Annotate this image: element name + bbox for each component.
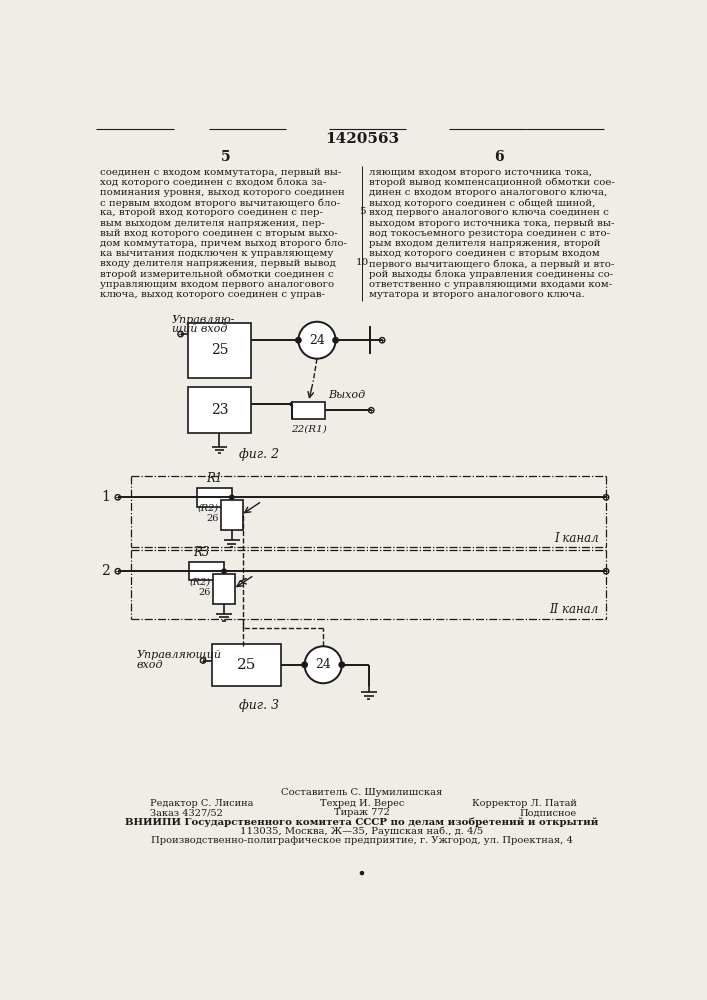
Text: вход: вход — [136, 660, 163, 670]
Text: 25: 25 — [211, 343, 228, 357]
Bar — [187, 323, 251, 378]
Text: 1420563: 1420563 — [325, 132, 399, 146]
Text: выход которого соединен с общей шиной,: выход которого соединен с общей шиной, — [369, 198, 595, 208]
Circle shape — [302, 662, 308, 667]
Text: поминания уровня, выход которого соединен: поминания уровня, выход которого соедине… — [100, 188, 345, 197]
Bar — [292, 402, 325, 419]
Text: вход первого аналогового ключа соединен с: вход первого аналогового ключа соединен … — [369, 208, 609, 217]
Text: R1: R1 — [206, 472, 223, 485]
Text: 23: 23 — [211, 403, 228, 417]
Text: соединен с входом коммутатора, первый вы-: соединен с входом коммутатора, первый вы… — [100, 168, 341, 177]
Text: рым входом делителя напряжения, второй: рым входом делителя напряжения, второй — [369, 239, 600, 248]
Text: II канал: II канал — [549, 603, 598, 616]
Circle shape — [115, 495, 120, 500]
Text: 113035, Москва, Ж—35, Раушская наб., д. 4/5: 113035, Москва, Ж—35, Раушская наб., д. … — [240, 827, 484, 836]
Text: R3: R3 — [193, 546, 209, 559]
Text: второй вывод компенсационной обмотки сое-: второй вывод компенсационной обмотки сое… — [369, 178, 615, 187]
Text: Тираж 772: Тираж 772 — [334, 808, 390, 817]
Text: Корректор Л. Патай: Корректор Л. Патай — [472, 799, 577, 808]
Text: ка, второй вход которого соединен с пер-: ка, второй вход которого соединен с пер- — [100, 208, 323, 217]
Text: щий вход: щий вход — [172, 324, 228, 334]
Text: выходом второго источника тока, первый вы-: выходом второго источника тока, первый в… — [369, 219, 614, 228]
Text: Редактор С. Лисина: Редактор С. Лисина — [151, 799, 254, 808]
Text: вый вход которого соединен с вторым выхо-: вый вход которого соединен с вторым выхо… — [100, 229, 338, 238]
Bar — [212, 644, 281, 686]
Text: Управляю-: Управляю- — [172, 315, 235, 325]
Circle shape — [115, 569, 120, 574]
Circle shape — [178, 331, 183, 337]
Text: 24: 24 — [309, 334, 325, 347]
Text: I канал: I канал — [554, 532, 598, 545]
Circle shape — [361, 872, 363, 875]
Text: вым выходом делителя напряжения, пер-: вым выходом делителя напряжения, пер- — [100, 219, 325, 228]
Text: Составитель С. Шумилишская: Составитель С. Шумилишская — [281, 788, 443, 797]
Circle shape — [333, 338, 339, 343]
Text: Управляющий: Управляющий — [136, 650, 221, 660]
Circle shape — [368, 408, 374, 413]
Text: ключа, выход которого соединен с управ-: ключа, выход которого соединен с управ- — [100, 290, 325, 299]
Bar — [187, 387, 251, 433]
Bar — [221, 500, 243, 530]
Circle shape — [380, 338, 385, 343]
Text: 25: 25 — [237, 658, 256, 672]
Circle shape — [296, 338, 301, 343]
Bar — [189, 562, 224, 580]
Text: 5: 5 — [221, 150, 230, 164]
Text: ответственно с управляющими входами ком-: ответственно с управляющими входами ком- — [369, 280, 612, 289]
Text: Подписное: Подписное — [520, 808, 577, 817]
Text: выход которого соединен с вторым входом: выход которого соединен с вторым входом — [369, 249, 600, 258]
Circle shape — [603, 495, 609, 500]
Text: Выход: Выход — [329, 390, 366, 400]
Text: с первым входом второго вычитающего бло-: с первым входом второго вычитающего бло- — [100, 198, 340, 208]
Text: рой выходы блока управления соединены со-: рой выходы блока управления соединены со… — [369, 269, 613, 279]
Text: Техред И. Верес: Техред И. Верес — [320, 799, 404, 808]
Text: (R2): (R2) — [189, 578, 211, 586]
Text: вод токосъемного резистора соединен с вто-: вод токосъемного резистора соединен с вт… — [369, 229, 610, 238]
Text: 24: 24 — [315, 658, 331, 671]
Text: 2: 2 — [101, 564, 110, 578]
Text: управляющим входом первого аналогового: управляющим входом первого аналогового — [100, 280, 334, 289]
Text: Заказ 4327/52: Заказ 4327/52 — [151, 808, 223, 817]
Circle shape — [200, 658, 206, 663]
Text: фиг. 2: фиг. 2 — [239, 448, 279, 461]
Text: ляющим входом второго источника тока,: ляющим входом второго источника тока, — [369, 168, 592, 177]
Text: мутатора и второго аналогового ключа.: мутатора и второго аналогового ключа. — [369, 290, 585, 299]
Circle shape — [339, 662, 344, 667]
Text: второй измерительной обмотки соединен с: второй измерительной обмотки соединен с — [100, 269, 334, 279]
Circle shape — [222, 569, 226, 573]
Text: 26: 26 — [199, 588, 211, 597]
Text: 22(R1): 22(R1) — [291, 425, 327, 434]
Bar — [197, 488, 232, 507]
Circle shape — [291, 402, 294, 406]
Text: 6: 6 — [494, 150, 504, 164]
Text: ВНИИПИ Государственного комитета СССР по делам изобретений и открытий: ВНИИПИ Государственного комитета СССР по… — [125, 818, 599, 827]
Text: 26: 26 — [206, 514, 218, 523]
Circle shape — [603, 569, 609, 574]
Text: ка вычитания подключен к управляющему: ка вычитания подключен к управляющему — [100, 249, 334, 258]
Text: входу делителя напряжения, первый вывод: входу делителя напряжения, первый вывод — [100, 259, 336, 268]
Text: дом коммутатора, причем выход второго бло-: дом коммутатора, причем выход второго бл… — [100, 239, 347, 248]
Text: ход которого соединен с входом блока за-: ход которого соединен с входом блока за- — [100, 178, 326, 187]
Text: динен с входом второго аналогового ключа,: динен с входом второго аналогового ключа… — [369, 188, 607, 197]
Circle shape — [298, 322, 336, 359]
Circle shape — [230, 495, 234, 499]
Circle shape — [305, 646, 341, 683]
Text: (R2): (R2) — [197, 504, 218, 513]
Text: фиг. 3: фиг. 3 — [239, 699, 279, 712]
Text: 5: 5 — [359, 207, 366, 216]
Text: первого вычитающего блока, а первый и вто-: первого вычитающего блока, а первый и вт… — [369, 259, 614, 269]
Bar — [213, 574, 235, 604]
Text: 1: 1 — [101, 490, 110, 504]
Text: Производственно-полиграфическое предприятие, г. Ужгород, ул. Проектная, 4: Производственно-полиграфическое предприя… — [151, 836, 573, 845]
Text: 10: 10 — [356, 258, 369, 267]
